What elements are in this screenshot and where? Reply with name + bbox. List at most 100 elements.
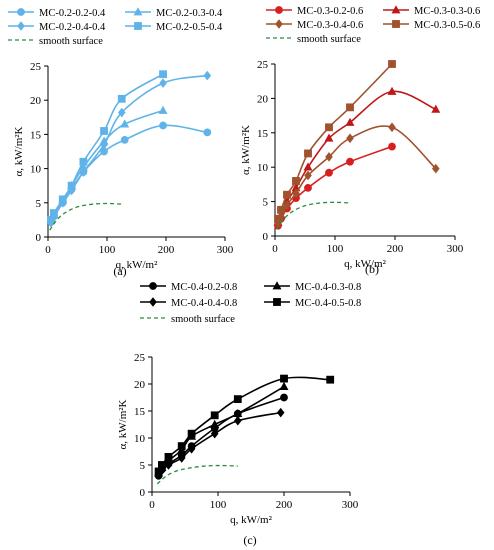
series-4 xyxy=(47,70,167,224)
series-line xyxy=(156,464,238,485)
data-point xyxy=(277,205,285,214)
legend: MC-0.4-0.2-0.8 MC-0.4-0.3-0.8 MC-0.4-0.4-0… xyxy=(140,281,361,325)
series-line xyxy=(276,201,351,230)
data-point xyxy=(304,183,312,192)
y-tick-label: 15 xyxy=(30,129,42,141)
legend-swatch-marker xyxy=(392,20,400,28)
legend-swatch-marker xyxy=(17,8,25,16)
legend-label: MC-0.4-0.4-0.8 xyxy=(171,298,237,309)
data-point xyxy=(100,139,108,150)
data-point xyxy=(187,443,196,454)
data-point xyxy=(233,415,242,426)
data-point xyxy=(79,167,88,177)
legend-item: MC-0.2-0.4-0.4 xyxy=(8,21,106,33)
x-tick-label: 200 xyxy=(387,243,404,255)
data-point xyxy=(100,127,108,135)
data-point xyxy=(388,60,396,68)
data-point xyxy=(431,163,440,174)
data-point xyxy=(346,157,354,166)
y-tick-label: 0 xyxy=(263,231,269,243)
data-point xyxy=(292,177,300,185)
series-1 xyxy=(47,121,212,226)
series-line xyxy=(49,202,122,231)
data-point xyxy=(233,395,242,404)
legend: MC-0.3-0.2-0.6 MC-0.3-0.3-0.6 MC-0.3-0.4-0… xyxy=(266,5,480,45)
legend-item: MC-0.2-0.5-0.4 xyxy=(125,22,223,33)
chart-panel-2: 0 100 200 300 0 5 10 15 20 25 q, kW/m² α, kW/m²K (b)… xyxy=(240,5,480,276)
legend-label: MC-0.3-0.5-0.6 xyxy=(414,20,480,31)
data-point xyxy=(325,123,333,132)
x-tick-label: 0 xyxy=(149,499,155,511)
data-point xyxy=(159,78,167,88)
legend-item: MC-0.4-0.4-0.8 xyxy=(140,297,237,309)
legend-item: MC-0.3-0.2-0.6 xyxy=(266,6,363,17)
legend-label: MC-0.2-0.3-0.4 xyxy=(156,8,223,19)
data-point xyxy=(325,152,333,162)
series-1 xyxy=(154,393,288,480)
series-line xyxy=(50,73,164,221)
legend-item: MC-0.2-0.3-0.4 xyxy=(125,7,223,19)
series-5 xyxy=(49,202,122,231)
data-point xyxy=(345,117,355,126)
y-tick-label: 5 xyxy=(36,198,42,210)
legend-item: MC-0.3-0.3-0.6 xyxy=(383,5,480,17)
y-axis-title: α, kW/m²K xyxy=(13,126,25,176)
legend-label: MC-0.3-0.3-0.6 xyxy=(414,6,480,17)
data-point xyxy=(117,94,126,103)
legend-swatch-marker xyxy=(149,282,157,290)
data-point xyxy=(154,467,163,476)
y-axis-title: α, kW/m²K xyxy=(117,399,129,449)
data-point xyxy=(303,162,313,171)
data-point xyxy=(164,460,173,470)
data-point xyxy=(280,393,288,402)
y-tick-label: 10 xyxy=(134,433,146,445)
x-tick-label: 300 xyxy=(447,243,464,255)
data-point xyxy=(79,157,88,166)
series-3 xyxy=(274,122,440,229)
data-point xyxy=(283,190,291,199)
legend-item: MC-0.4-0.3-0.8 xyxy=(264,281,361,293)
panel-label: (c) xyxy=(243,533,256,547)
chart-panel-1: 0 100 200 300 0 5 10 15 20 25 q, kW/m² α, kW/m²K (a)… xyxy=(8,7,234,278)
legend-label: MC-0.2-0.4-0.4 xyxy=(39,22,106,33)
legend-label: MC-0.4-0.5-0.8 xyxy=(295,298,361,309)
chart-panel-3: 0 100 200 300 0 5 10 15 20 25 q, kW/m² α, kW/m²K (c)… xyxy=(117,281,361,547)
legend-label: MC-0.4-0.3-0.8 xyxy=(295,282,361,293)
x-tick-label: 200 xyxy=(158,244,175,256)
data-point xyxy=(280,374,288,383)
x-tick-label: 300 xyxy=(342,499,359,511)
legend-label: smooth surface xyxy=(39,36,103,47)
x-tick-label: 100 xyxy=(99,244,116,256)
panel-label: (a) xyxy=(113,264,126,278)
data-point xyxy=(292,188,300,199)
data-point xyxy=(346,103,354,112)
legend: MC-0.2-0.2-0.4 MC-0.2-0.3-0.4 MC-0.2-0.4-0… xyxy=(8,7,223,47)
data-point xyxy=(159,70,167,79)
y-tick-label: 15 xyxy=(134,406,146,418)
data-point xyxy=(431,104,441,113)
x-tick-label: 100 xyxy=(327,243,344,255)
legend-item: smooth surface xyxy=(266,34,361,45)
legend-swatch-marker xyxy=(275,6,283,14)
data-point xyxy=(159,121,167,130)
data-point xyxy=(158,105,168,114)
y-tick-label: 15 xyxy=(257,128,269,140)
legend-label: MC-0.2-0.2-0.4 xyxy=(39,8,106,19)
series-2 xyxy=(273,86,441,226)
data-point xyxy=(203,70,212,81)
series-line xyxy=(50,124,208,223)
data-point xyxy=(158,461,166,469)
legend-swatch-marker xyxy=(134,22,142,30)
y-tick-label: 5 xyxy=(140,460,146,472)
legend-item: MC-0.4-0.5-0.8 xyxy=(264,298,361,309)
data-point xyxy=(324,133,334,142)
data-point xyxy=(388,142,396,151)
data-point xyxy=(274,214,282,223)
data-point xyxy=(325,168,333,177)
legend-label: smooth surface xyxy=(297,34,361,45)
data-point xyxy=(210,428,219,439)
series-4 xyxy=(154,374,335,476)
x-tick-label: 100 xyxy=(210,499,227,511)
series-line xyxy=(277,125,437,224)
